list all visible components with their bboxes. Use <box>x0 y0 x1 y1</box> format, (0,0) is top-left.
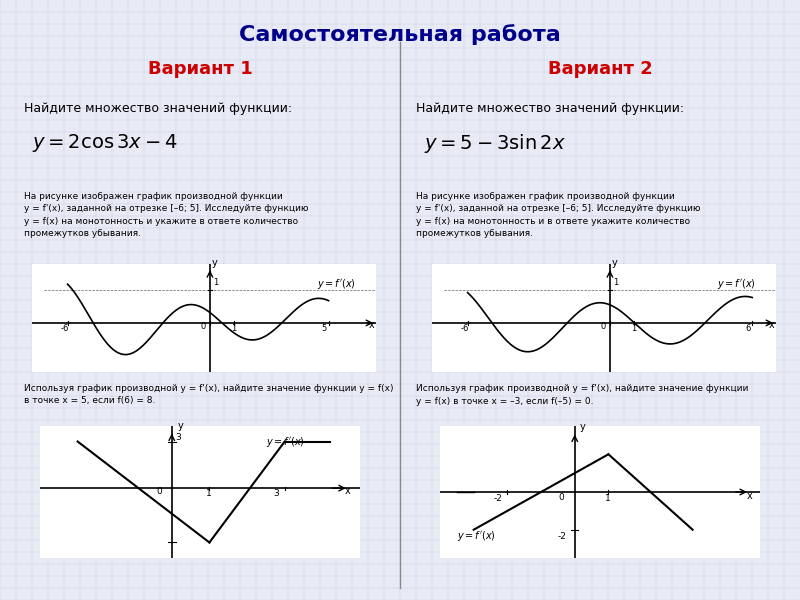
Text: Вариант 1: Вариант 1 <box>148 60 252 78</box>
Text: 1: 1 <box>605 494 611 503</box>
Text: Используя график производной y = f'(x), найдите значение функции y = f(x)
в точк: Используя график производной y = f'(x), … <box>24 384 394 406</box>
Text: Вариант 2: Вариант 2 <box>548 60 652 78</box>
Text: На рисунке изображен график производной функции
y = f'(x), заданной на отрезке [: На рисунке изображен график производной … <box>416 192 701 238</box>
Text: -2: -2 <box>494 494 502 503</box>
Text: x: x <box>368 320 374 330</box>
Text: $y = 2\cos 3x - 4$: $y = 2\cos 3x - 4$ <box>32 132 178 154</box>
Text: 0: 0 <box>601 322 606 331</box>
Text: x: x <box>746 491 752 500</box>
Text: 1: 1 <box>214 278 218 287</box>
Text: -6: -6 <box>461 324 469 333</box>
Text: 0: 0 <box>201 322 206 331</box>
Text: 1: 1 <box>631 324 637 333</box>
Text: 0: 0 <box>558 493 564 502</box>
Text: Найдите множество значений функции:: Найдите множество значений функции: <box>24 102 292 115</box>
Text: y: y <box>212 257 218 268</box>
Text: y: y <box>580 422 586 432</box>
Text: $y = f'(x)$: $y = f'(x)$ <box>717 277 755 291</box>
Text: 6: 6 <box>745 324 750 333</box>
Text: 3: 3 <box>175 433 182 442</box>
Text: 1: 1 <box>231 324 237 333</box>
Text: Используя график производной y = f'(x), найдите значение функции
y = f(x) в точк: Используя график производной y = f'(x), … <box>416 384 748 406</box>
Text: Найдите множество значений функции:: Найдите множество значений функции: <box>416 102 684 115</box>
Text: На рисунке изображен график производной функции
y = f'(x), заданной на отрезке [: На рисунке изображен график производной … <box>24 192 309 238</box>
Text: $y = f'(x)$: $y = f'(x)$ <box>317 277 355 291</box>
Text: $y = 5 - 3\sin 2x$: $y = 5 - 3\sin 2x$ <box>424 132 566 155</box>
Text: y: y <box>612 257 618 268</box>
Text: x: x <box>345 487 350 496</box>
Text: y: y <box>178 421 183 431</box>
Text: 3: 3 <box>274 489 279 498</box>
Text: 1: 1 <box>614 278 618 287</box>
Text: Самостоятельная работа: Самостоятельная работа <box>239 24 561 45</box>
Text: -6: -6 <box>61 324 69 333</box>
Text: x: x <box>768 320 774 330</box>
Text: 1: 1 <box>206 489 211 498</box>
Text: -2: -2 <box>558 532 566 541</box>
Text: $y = f'(x)$: $y = f'(x)$ <box>266 434 305 449</box>
Text: $y = f'(x)$: $y = f'(x)$ <box>457 529 496 543</box>
Text: 0: 0 <box>157 487 162 496</box>
Text: 5: 5 <box>322 324 326 333</box>
